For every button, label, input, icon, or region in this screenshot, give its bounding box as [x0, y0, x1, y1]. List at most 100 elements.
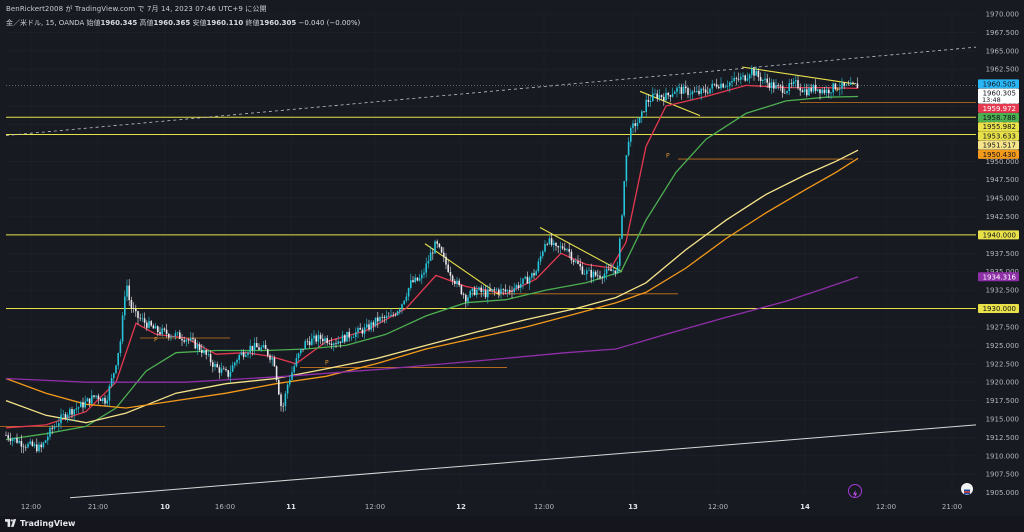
candle-body [566, 249, 568, 250]
flag-icon[interactable] [961, 483, 973, 495]
candle-body [476, 289, 478, 295]
downtrend-line [539, 227, 623, 273]
candle-body [284, 393, 287, 407]
symbol-name[interactable]: 金／米ドル, 15, OANDA [6, 19, 85, 27]
candle-body [456, 280, 458, 284]
candle-body [775, 85, 777, 89]
candle-body [361, 329, 364, 334]
candle-body [282, 405, 284, 407]
candle-body [132, 308, 135, 309]
candle-body [610, 269, 612, 271]
price-label-box [978, 88, 1019, 104]
candle-body [137, 311, 139, 318]
candle-body [260, 347, 262, 350]
lightning-icon[interactable] [848, 484, 862, 498]
rising-trendline [69, 424, 977, 499]
candle-body [97, 395, 100, 400]
candle-body [790, 83, 793, 85]
candle-body [247, 352, 249, 356]
candle-body [407, 287, 410, 297]
candle-body [828, 89, 830, 94]
candle-body [700, 88, 702, 94]
candle-body [14, 438, 16, 440]
candle-body [385, 315, 388, 318]
candle-body [592, 271, 595, 278]
price-tick-label: 1950.000 [986, 158, 1019, 166]
price-tick-label: 1970.000 [986, 11, 1019, 19]
candle-body [341, 335, 344, 343]
price-label-text: 1940.000 [983, 231, 1016, 239]
candle-body [69, 409, 71, 415]
candle-body [577, 261, 579, 264]
candle-body [60, 414, 62, 424]
candle-body [231, 365, 234, 372]
moving-averages [5, 84, 859, 441]
candle-body [280, 394, 282, 406]
candle-body [647, 99, 650, 102]
candle-body [513, 288, 515, 293]
candle-body [555, 242, 557, 246]
time-axis: 12:00 21:00 10 16:00 11 12:00 12 12:00 13 12:00 14… [21, 503, 962, 511]
candle-body [249, 345, 251, 353]
candle-body [251, 345, 254, 351]
candle-body [379, 316, 381, 322]
candle-body [410, 280, 412, 288]
candle-body [306, 341, 309, 342]
candle-body [487, 289, 489, 298]
candle-body [841, 82, 843, 89]
tradingview-logo[interactable]: TradingView [5, 519, 75, 528]
candle-body [7, 435, 9, 439]
candle-body [812, 84, 815, 92]
candle-body [546, 244, 548, 245]
price-tick-label: 1922.500 [986, 360, 1019, 368]
candle-body [535, 271, 537, 276]
price-tick-label: 1967.500 [986, 29, 1019, 37]
candle-body [205, 350, 207, 355]
candle-body [817, 89, 819, 91]
candle-body [337, 341, 339, 344]
candle-body [625, 155, 628, 182]
time-tick-label: 12:00 [365, 503, 385, 511]
candle-body [445, 256, 447, 265]
candle-body [168, 333, 170, 338]
candle-body [302, 348, 304, 350]
price-axis: 1905.000 1907.500 1910.000 1912.500 1915.000… [976, 0, 1024, 516]
candle-body [766, 78, 768, 83]
candle-body [502, 289, 504, 290]
candle-body [707, 92, 709, 94]
candle-body [572, 260, 575, 263]
candle-body [297, 353, 300, 359]
candle-body [289, 379, 291, 385]
candle-body [768, 82, 771, 89]
candle-body [856, 83, 859, 88]
open-label: 始値 [86, 19, 101, 27]
candle-body [256, 343, 258, 348]
candle-body [218, 367, 221, 373]
price-label-text: 1953.633 [983, 132, 1016, 140]
candle-body [80, 402, 82, 408]
candle-body [300, 348, 302, 354]
candle-body [636, 123, 639, 126]
candle-body [528, 277, 531, 284]
tradingview-icon [5, 519, 17, 527]
candle-body [108, 385, 111, 401]
candle-body [658, 95, 661, 99]
candle-body [825, 89, 828, 93]
candle-body [51, 427, 53, 429]
candle-body [135, 308, 137, 312]
candle-body [832, 83, 834, 93]
candle-body [350, 337, 353, 339]
candle-body [315, 335, 317, 342]
candle-body [500, 289, 502, 294]
horizontal-levels [6, 116, 976, 310]
candle-body [139, 317, 141, 319]
candle-body [403, 300, 405, 305]
candle-body [313, 335, 315, 339]
candle-body [493, 289, 496, 291]
candle-body [383, 317, 386, 318]
candle-body [810, 87, 812, 92]
candle-body [121, 315, 124, 342]
candle-body [645, 99, 647, 112]
candle-body [687, 88, 689, 95]
